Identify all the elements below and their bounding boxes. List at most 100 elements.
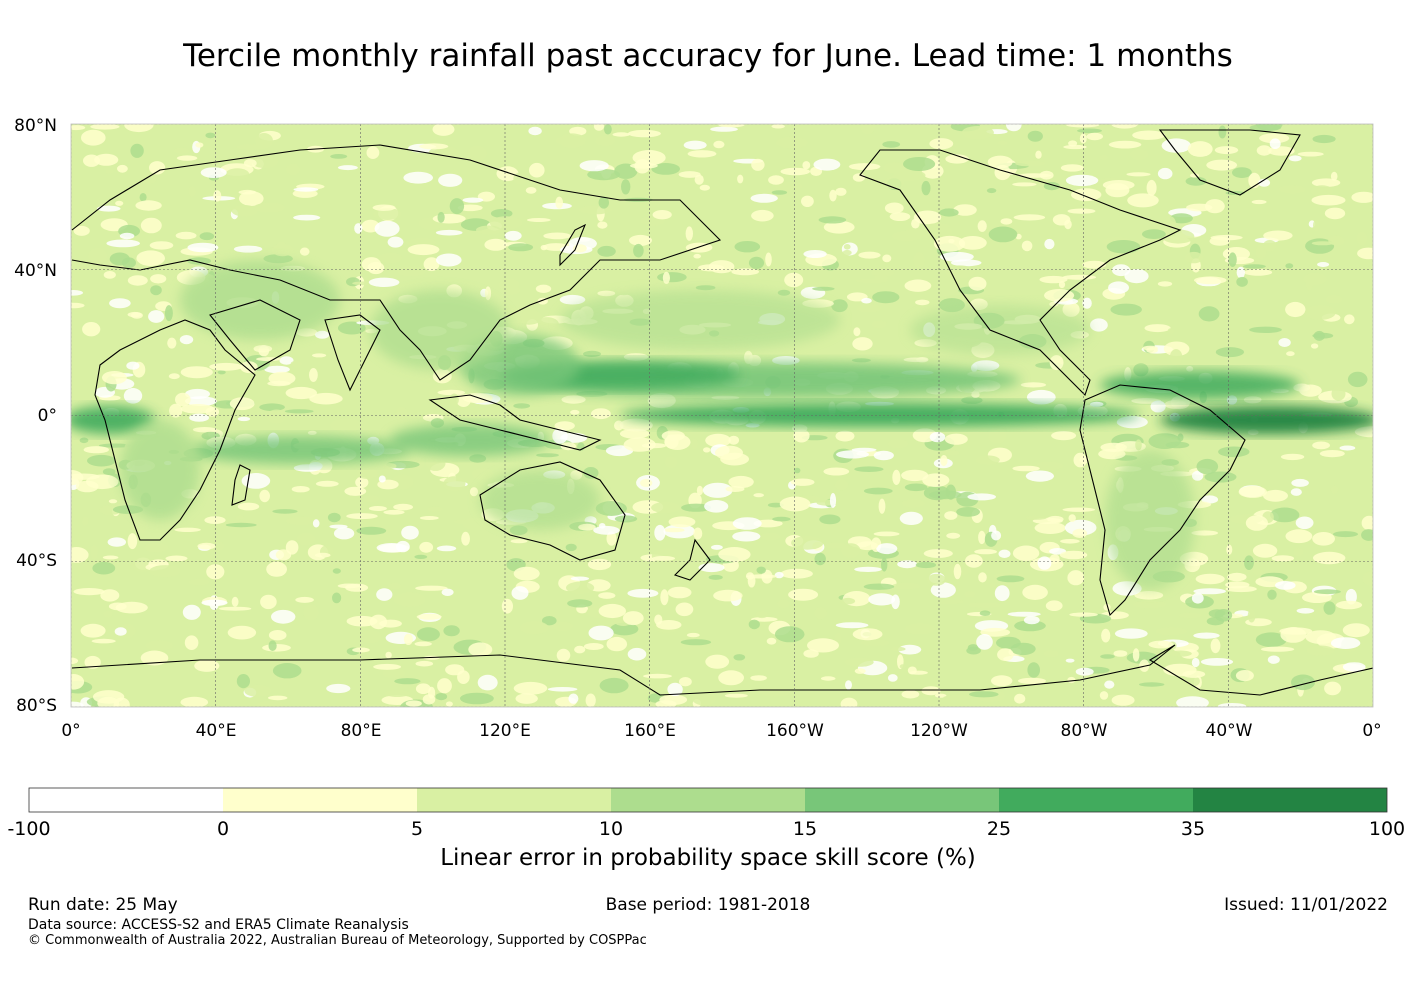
skill-speckle bbox=[299, 247, 310, 256]
skill-speckle bbox=[1280, 627, 1307, 643]
skill-speckle bbox=[825, 542, 847, 549]
skill-speckle bbox=[1132, 130, 1166, 140]
skill-speckle bbox=[180, 366, 213, 379]
skill-speckle bbox=[668, 516, 696, 528]
skill-speckle bbox=[239, 191, 264, 206]
skill-speckle bbox=[843, 244, 851, 250]
skill-speckle bbox=[834, 479, 849, 491]
skill-speckle bbox=[987, 155, 1013, 169]
skill-speckle bbox=[237, 416, 251, 422]
skill-speckle bbox=[1244, 269, 1273, 276]
skill-speckle bbox=[1191, 592, 1204, 604]
skill-speckle bbox=[771, 190, 788, 195]
skill-speckle bbox=[1012, 545, 1040, 561]
skill-speckle bbox=[82, 516, 89, 526]
skill-speckle bbox=[165, 555, 188, 562]
skill-speckle bbox=[871, 320, 887, 329]
skill-speckle bbox=[1252, 543, 1278, 558]
skill-speckle bbox=[1068, 514, 1076, 522]
skill-speckle bbox=[296, 532, 316, 546]
skill-speckle bbox=[1236, 266, 1246, 279]
skill-speckle bbox=[614, 163, 638, 179]
skill-speckle bbox=[264, 365, 290, 374]
skill-speckle bbox=[1044, 289, 1075, 302]
skill-speckle bbox=[189, 413, 210, 422]
skill-speckle bbox=[940, 455, 948, 467]
skill-speckle bbox=[1313, 551, 1346, 565]
skill-speckle bbox=[978, 530, 986, 545]
skill-speckle bbox=[1010, 642, 1036, 656]
skill-speckle bbox=[1339, 445, 1356, 451]
skill-speckle bbox=[1312, 134, 1336, 144]
skill-speckle bbox=[819, 514, 841, 525]
skill-speckle bbox=[921, 686, 941, 696]
skill-speckle bbox=[314, 552, 331, 558]
skill-speckle bbox=[102, 555, 119, 560]
skill-speckle bbox=[1150, 400, 1166, 413]
skill-speckle bbox=[90, 124, 120, 130]
skill-speckle bbox=[127, 533, 138, 550]
skill-speckle bbox=[994, 585, 1010, 602]
skill-speckle bbox=[1335, 600, 1363, 610]
eurasia-coastline bbox=[71, 144, 722, 381]
skill-speckle bbox=[994, 164, 1011, 181]
skill-speckle bbox=[1319, 450, 1345, 458]
skill-speckle bbox=[835, 430, 855, 442]
skill-speckle bbox=[911, 218, 920, 229]
skill-speckle bbox=[1155, 627, 1188, 636]
skill-speckle bbox=[1263, 230, 1293, 241]
skill-speckle bbox=[591, 408, 611, 420]
skill-speckle bbox=[1035, 461, 1063, 471]
skill-speckle bbox=[189, 578, 210, 586]
skill-speckle bbox=[915, 561, 937, 569]
skill-speckle bbox=[1000, 218, 1013, 225]
skill-speckle bbox=[840, 597, 856, 605]
japan-coastline bbox=[559, 223, 587, 267]
skill-speckle bbox=[103, 610, 113, 618]
skill-speckle bbox=[233, 245, 263, 253]
skill-speckle bbox=[285, 540, 299, 555]
skill-speckle bbox=[678, 171, 701, 178]
skill-speckle bbox=[788, 588, 819, 601]
skill-speckle bbox=[1312, 532, 1335, 546]
skill-speckle bbox=[337, 321, 366, 335]
skill-speckle bbox=[285, 386, 317, 400]
skill-speckle bbox=[1210, 638, 1221, 654]
skill-speckle bbox=[1165, 441, 1190, 449]
skill-speckle bbox=[1058, 281, 1066, 289]
skill-speckle bbox=[651, 502, 681, 514]
skill-speckle bbox=[1252, 569, 1264, 575]
skill-speckle bbox=[801, 195, 814, 207]
skill-speckle bbox=[373, 208, 402, 221]
skill-band bbox=[71, 406, 155, 434]
skill-speckle bbox=[127, 275, 148, 286]
skill-speckle bbox=[255, 133, 273, 149]
skill-speckle bbox=[851, 358, 871, 363]
skill-speckle bbox=[835, 622, 869, 629]
skill-speckle bbox=[939, 208, 959, 217]
skill-speckle bbox=[405, 700, 422, 707]
skill-speckle bbox=[610, 622, 639, 636]
colorbar-label-35: 35 bbox=[1181, 818, 1205, 840]
colorbar-title: Linear error in probability space skill … bbox=[440, 845, 976, 871]
skill-speckle bbox=[71, 547, 89, 563]
skill-speckle bbox=[627, 647, 647, 661]
skill-speckle bbox=[1012, 182, 1037, 187]
map-title: Tercile monthly rainfall past accuracy f… bbox=[183, 38, 1233, 74]
skill-speckle bbox=[1169, 213, 1193, 224]
skill-speckle bbox=[979, 610, 991, 616]
skill-speckle bbox=[286, 163, 300, 176]
skill-speckle bbox=[693, 527, 703, 540]
skill-speckle bbox=[206, 564, 225, 580]
skill-speckle bbox=[940, 251, 974, 262]
skill-speckle bbox=[376, 588, 393, 601]
skill-speckle bbox=[94, 153, 119, 166]
skill-band bbox=[1100, 371, 1300, 399]
skill-speckle bbox=[860, 124, 875, 134]
skill-speckle bbox=[140, 217, 162, 234]
skill-speckle bbox=[332, 592, 342, 604]
skill-speckle bbox=[748, 619, 760, 630]
skill-speckle bbox=[1317, 262, 1330, 267]
skill-speckle bbox=[272, 509, 298, 514]
skill-speckle bbox=[1060, 539, 1080, 544]
